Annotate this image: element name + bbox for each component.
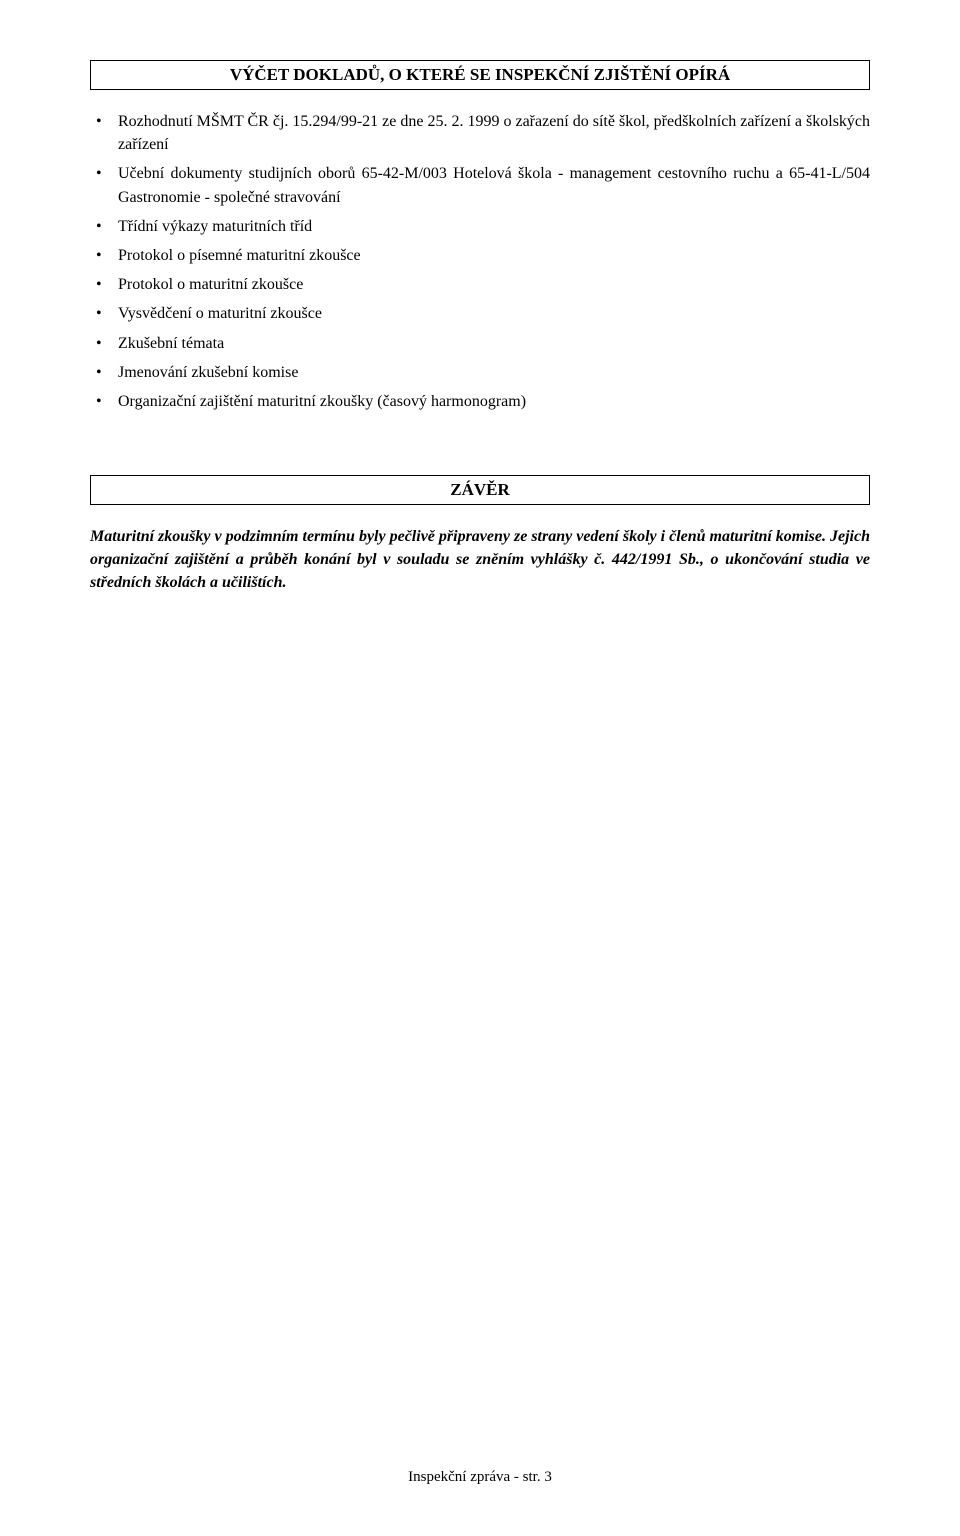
list-item-text: Jmenování zkušební komise — [118, 364, 298, 381]
list-item: Zkušební témata — [90, 332, 870, 355]
list-item: Učební dokumenty studijních oborů 65-42-… — [90, 162, 870, 208]
list-item-text: Organizační zajištění maturitní zkoušky … — [118, 393, 526, 410]
list-item: Rozhodnutí MŠMT ČR čj. 15.294/99-21 ze d… — [90, 110, 870, 156]
list-item-text: Zkušební témata — [118, 335, 224, 352]
list-item: Protokol o písemné maturitní zkoušce — [90, 244, 870, 267]
zaver-title: ZÁVĚR — [450, 480, 510, 499]
list-item-text: Třídní výkazy maturitních tříd — [118, 218, 312, 235]
zaver-title-box: ZÁVĚR — [90, 475, 870, 505]
list-item-text: Protokol o písemné maturitní zkoušce — [118, 247, 361, 264]
list-item-text: Rozhodnutí MŠMT ČR čj. 15.294/99-21 ze d… — [118, 113, 870, 153]
list-item-text: Učební dokumenty studijních oborů 65-42-… — [118, 165, 870, 205]
section-title-box: VÝČET DOKLADŮ, O KTERÉ SE INSPEKČNÍ ZJIŠ… — [90, 60, 870, 90]
zaver-paragraph: Maturitní zkoušky v podzimním termínu by… — [90, 525, 870, 595]
list-item-text: Vysvědčení o maturitní zkoušce — [118, 305, 322, 322]
zaver-text: Maturitní zkoušky v podzimním termínu by… — [90, 528, 870, 591]
page-footer: Inspekční zpráva - str. 3 — [90, 1469, 870, 1496]
footer-text: Inspekční zpráva - str. 3 — [408, 1469, 552, 1485]
list-item-text: Protokol o maturitní zkoušce — [118, 276, 303, 293]
section-title: VÝČET DOKLADŮ, O KTERÉ SE INSPEKČNÍ ZJIŠ… — [230, 65, 730, 84]
list-item: Vysvědčení o maturitní zkoušce — [90, 302, 870, 325]
list-item: Organizační zajištění maturitní zkoušky … — [90, 390, 870, 413]
list-item: Jmenování zkušební komise — [90, 361, 870, 384]
list-item: Protokol o maturitní zkoušce — [90, 273, 870, 296]
list-item: Třídní výkazy maturitních tříd — [90, 215, 870, 238]
doklad-list: Rozhodnutí MŠMT ČR čj. 15.294/99-21 ze d… — [90, 104, 870, 419]
